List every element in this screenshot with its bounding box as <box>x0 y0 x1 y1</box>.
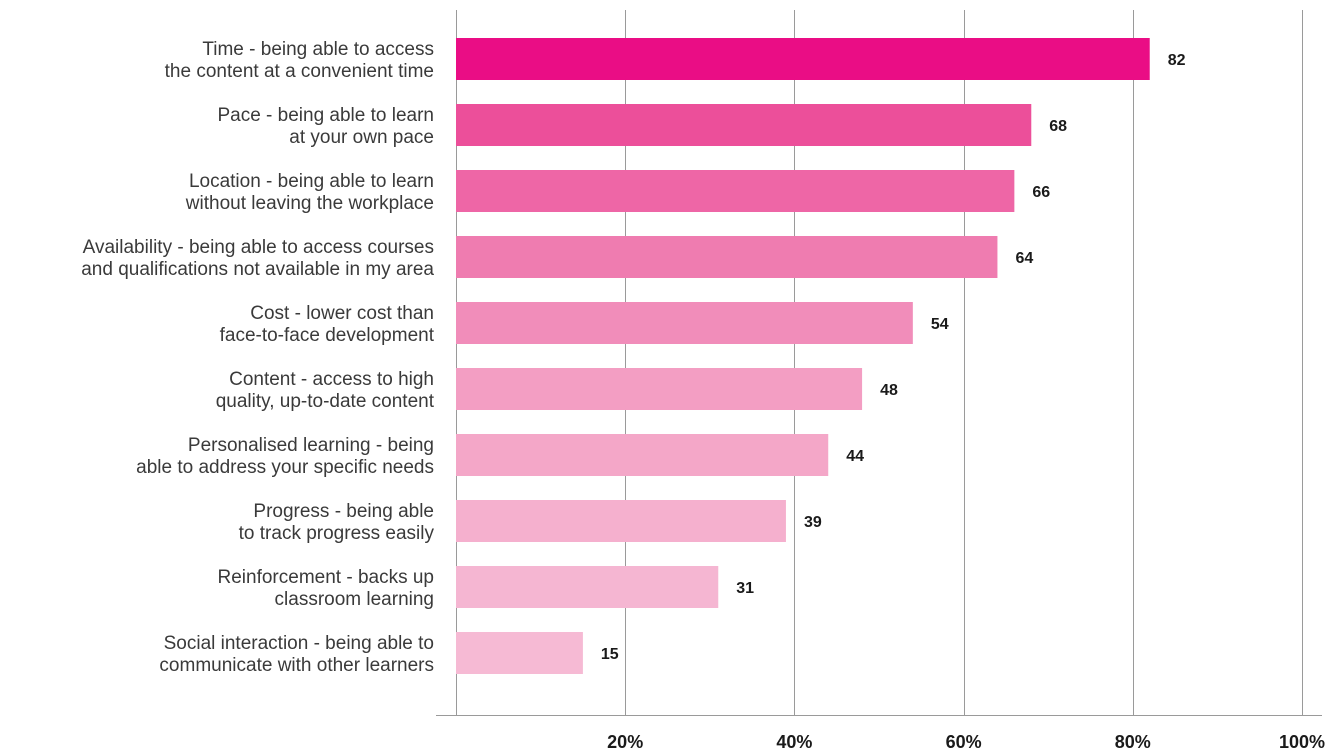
x-tick-label: 20% <box>607 732 643 752</box>
category-label: Availability - being able to access cour… <box>81 237 434 280</box>
x-tick-label: 40% <box>776 732 812 752</box>
data-label: 39 <box>804 514 822 531</box>
bar <box>456 38 1150 80</box>
x-axis: 20% 40% 60% 80% 100% <box>436 715 1325 752</box>
category-label: Personalised learning - being able to add… <box>136 435 434 478</box>
bar <box>456 632 583 674</box>
data-label: 68 <box>1049 118 1067 135</box>
value-labels: 82 68 66 64 54 48 44 39 31 15 <box>601 52 1186 663</box>
data-label: 64 <box>1015 250 1033 267</box>
category-label: Reinforcement - backs up classroom learni… <box>218 567 435 610</box>
bar <box>456 368 863 410</box>
bars <box>456 38 1150 674</box>
category-labels: Time - being able to access the content a… <box>81 39 434 676</box>
data-label: 66 <box>1032 184 1050 201</box>
x-tick-label: 80% <box>1115 732 1151 752</box>
data-label: 31 <box>736 580 754 597</box>
category-label: Time - being able to access the content a… <box>165 39 434 82</box>
bar <box>456 500 786 542</box>
category-label: Location - being able to learn without le… <box>185 171 434 214</box>
category-label: Social interaction - being able to commun… <box>159 633 434 676</box>
data-label: 15 <box>601 646 619 663</box>
x-tick-label: 100% <box>1279 732 1325 752</box>
bar <box>456 170 1015 212</box>
bar <box>456 236 998 278</box>
bar <box>456 302 913 344</box>
data-label: 54 <box>931 316 949 333</box>
category-label: Progress - being able to track progress e… <box>239 501 435 544</box>
category-label: Pace - being able to learn at your own pa… <box>217 105 434 148</box>
data-label: 82 <box>1168 52 1186 69</box>
category-label: Cost - lower cost than face-to-face devel… <box>220 303 435 346</box>
x-tick-label: 60% <box>946 732 982 752</box>
bar <box>456 566 719 608</box>
bar <box>456 104 1032 146</box>
category-label: Content - access to high quality, up-to-d… <box>216 369 435 412</box>
data-label: 44 <box>846 448 864 465</box>
data-label: 48 <box>880 382 898 399</box>
bar <box>456 434 829 476</box>
